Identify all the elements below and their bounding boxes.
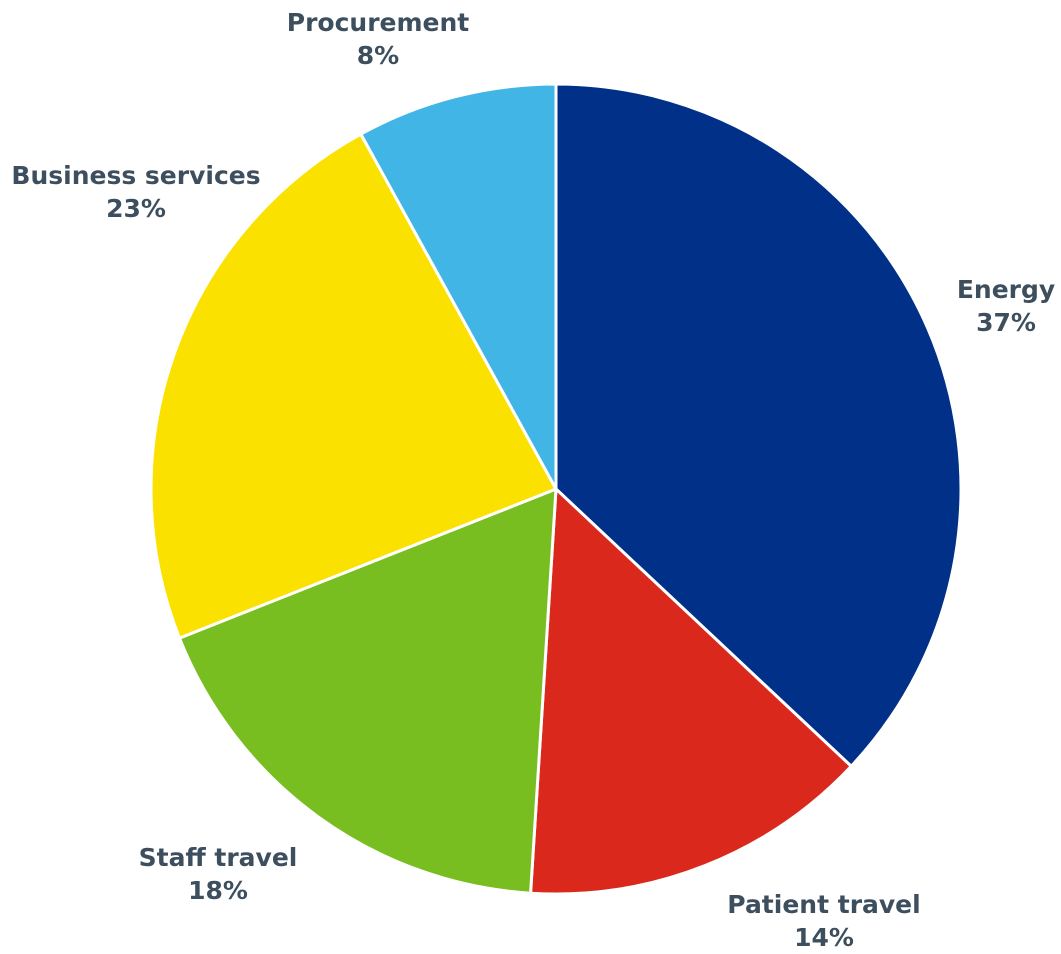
label-staff-travel-value: 18% <box>188 876 248 905</box>
label-business-services: Business services 23% <box>11 159 260 225</box>
pie-slices <box>149 82 963 896</box>
slice-staff-travel <box>177 487 558 895</box>
label-staff-travel-name: Staff travel <box>138 843 298 872</box>
slice-energy <box>554 82 963 768</box>
label-staff-travel: Staff travel 18% <box>139 841 298 907</box>
label-energy-value: 37% <box>976 308 1036 337</box>
slice-business-services <box>149 132 558 640</box>
slice-procurement <box>359 82 558 491</box>
label-procurement: Procurement 8% <box>287 6 469 72</box>
label-business-services-value: 23% <box>106 194 166 223</box>
label-business-services-name: Business services <box>11 161 261 190</box>
label-energy: Energy 37% <box>957 273 1055 339</box>
label-patient-travel: Patient travel 14% <box>727 888 920 954</box>
label-energy-name: Energy <box>956 275 1056 304</box>
label-procurement-value: 8% <box>356 41 400 70</box>
label-patient-travel-value: 14% <box>794 923 854 952</box>
label-patient-travel-name: Patient travel <box>727 890 921 919</box>
label-procurement-name: Procurement <box>286 8 470 37</box>
slice-patient-travel <box>529 487 853 896</box>
